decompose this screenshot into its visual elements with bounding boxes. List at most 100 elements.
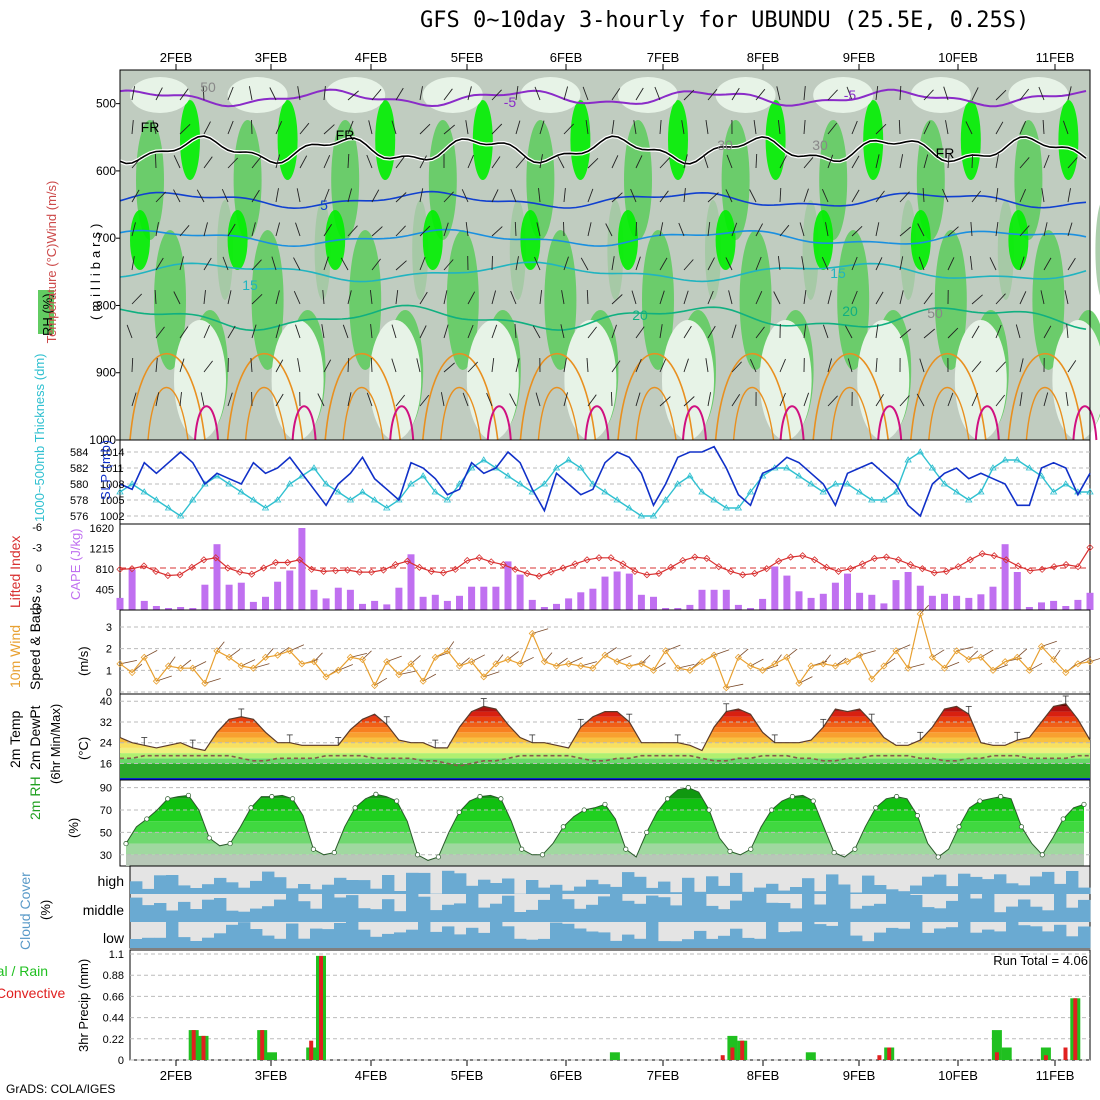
cloud-bar xyxy=(142,888,155,894)
wind-marker xyxy=(480,673,488,681)
cloud-bar xyxy=(1078,887,1091,894)
thickness-marker xyxy=(346,496,355,503)
upper-wind-barb xyxy=(295,324,301,339)
thickness-marker xyxy=(880,496,888,503)
cloud-bar xyxy=(730,928,743,948)
cloud-bar xyxy=(730,872,743,894)
precip-run-total: Run Total = 4.06 xyxy=(993,953,1088,968)
contour-label: FR xyxy=(141,119,160,135)
wind-marker xyxy=(431,653,439,661)
cape-bar xyxy=(177,607,185,610)
cloud-bar xyxy=(922,876,935,894)
cloud-bar xyxy=(454,873,467,894)
upper-wind-barb xyxy=(875,324,879,339)
li-marker xyxy=(427,567,435,575)
upper-wind-barb xyxy=(152,120,157,135)
contour-25-inner xyxy=(147,387,189,441)
cloud-bar xyxy=(1066,907,1079,922)
rh-blob xyxy=(331,120,360,240)
slp-tick-label: 1008 xyxy=(100,479,124,491)
upper-wind-barb xyxy=(803,290,807,305)
cape-bar xyxy=(613,571,621,610)
cloud-bar xyxy=(946,927,959,948)
li-marker xyxy=(811,556,819,564)
cape-axis-label: CAPE (J/kg) xyxy=(68,528,83,600)
thickness-marker xyxy=(431,488,439,495)
cape-bar xyxy=(395,587,403,610)
upper-wind-barb xyxy=(970,221,973,237)
cloud-bar xyxy=(502,895,515,922)
upper-wind-barb xyxy=(945,120,949,135)
upper-wind-barb xyxy=(196,189,205,203)
li-marker xyxy=(751,569,759,578)
rh-marker xyxy=(290,796,296,802)
upper-wind-barb xyxy=(707,325,716,339)
cloud-bar xyxy=(514,938,527,948)
upper-wind-barb xyxy=(202,85,205,101)
upper-wind-barb xyxy=(299,155,308,169)
rh-blob xyxy=(251,230,284,370)
upper-wind-barb xyxy=(633,120,637,135)
cloud-bar xyxy=(790,887,803,894)
cape-bar xyxy=(528,599,536,610)
pressure-tick-label: 500 xyxy=(96,97,116,111)
upper-wind-barb xyxy=(538,188,541,203)
upper-wind-barb xyxy=(515,157,526,169)
cloud-bar xyxy=(718,935,731,948)
cloud-bar xyxy=(886,894,899,922)
slp-tick-label: 1014 xyxy=(100,447,124,459)
cape-bar xyxy=(844,573,851,610)
temp-tick-label: 16 xyxy=(100,758,112,770)
cloud-bar xyxy=(466,894,479,922)
upper-wind-barb xyxy=(923,89,934,101)
upper-wind-barb xyxy=(179,326,189,339)
upper-wind-barb xyxy=(611,360,621,373)
cloud-bar xyxy=(778,932,791,948)
upper-wind-barb xyxy=(514,221,517,237)
cloud-bar xyxy=(706,938,719,948)
thickness-marker xyxy=(189,496,197,503)
li-marker xyxy=(799,552,807,560)
upper-wind-barb xyxy=(491,226,503,237)
upper-wind-barb xyxy=(155,87,163,101)
upper-wind-barb xyxy=(777,256,781,271)
cloud-bar xyxy=(310,928,323,948)
rh-marker xyxy=(810,798,816,804)
cloud-bar xyxy=(214,877,227,894)
cloud-bar xyxy=(634,903,647,922)
upper-wind-barb xyxy=(395,225,406,237)
cloud-bar xyxy=(814,891,827,894)
rh-dry-blob xyxy=(1052,320,1100,440)
thickness-marker xyxy=(419,472,427,479)
thickness-marker xyxy=(965,496,973,503)
slp-tick-label: 1002 xyxy=(100,511,124,523)
top-date-label: 11FEB xyxy=(1036,50,1075,65)
rh-dry-blob xyxy=(520,77,581,113)
wind-marker xyxy=(201,679,209,687)
wind-marker xyxy=(1025,666,1033,674)
precip-conv-bar xyxy=(1043,1055,1048,1060)
upper-wind-barb xyxy=(227,223,236,237)
cloud-bar xyxy=(538,938,551,948)
li-marker xyxy=(882,553,890,561)
li-marker xyxy=(403,557,411,565)
contour-25 xyxy=(617,353,694,441)
thickness-marker xyxy=(273,496,282,503)
wind-speed-markers xyxy=(116,610,1094,692)
cloud-bar xyxy=(286,894,299,922)
cape-bar xyxy=(928,595,936,610)
rh-blob xyxy=(960,100,981,180)
top-date-labels: 2FEB 3FEB 4FEB 5FEB 6FEB 7FEB 8FEB 9FEB 10FEB 11F… xyxy=(160,50,1075,70)
cloud-bar xyxy=(826,925,839,948)
cape-bar xyxy=(601,576,609,610)
upper-wind-barb xyxy=(347,225,358,237)
rh-blob xyxy=(130,210,150,270)
cape-bar xyxy=(589,588,597,610)
cloud-bar xyxy=(778,903,791,922)
precip-total-bar xyxy=(1001,1047,1012,1060)
cloud-bar xyxy=(274,938,287,948)
rh-marker xyxy=(310,846,316,852)
cloud-bar xyxy=(622,900,635,922)
contour-25 xyxy=(910,353,987,441)
